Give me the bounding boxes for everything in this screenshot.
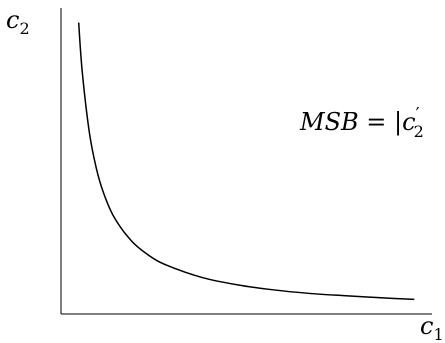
msb-equals: =: [359, 108, 394, 136]
y-axis-label-base: c: [6, 6, 19, 34]
x-axis-label-sub: 1: [433, 325, 443, 343]
msb-rhs-base: |c: [394, 108, 416, 137]
x-axis-label-base: c: [420, 312, 433, 340]
msb-rhs-prime: ′: [416, 104, 420, 125]
msb-rhs-sub: 2: [414, 122, 424, 141]
msb-annotation: MSB = |c′ 2: [299, 104, 424, 141]
msb-lhs: MSB: [299, 108, 359, 136]
x-axis-label: c1: [420, 312, 444, 343]
indifference-curve: [77, 22, 415, 301]
y-axis-label-sub: 2: [19, 19, 29, 38]
y-axis-label: c2: [6, 6, 30, 38]
